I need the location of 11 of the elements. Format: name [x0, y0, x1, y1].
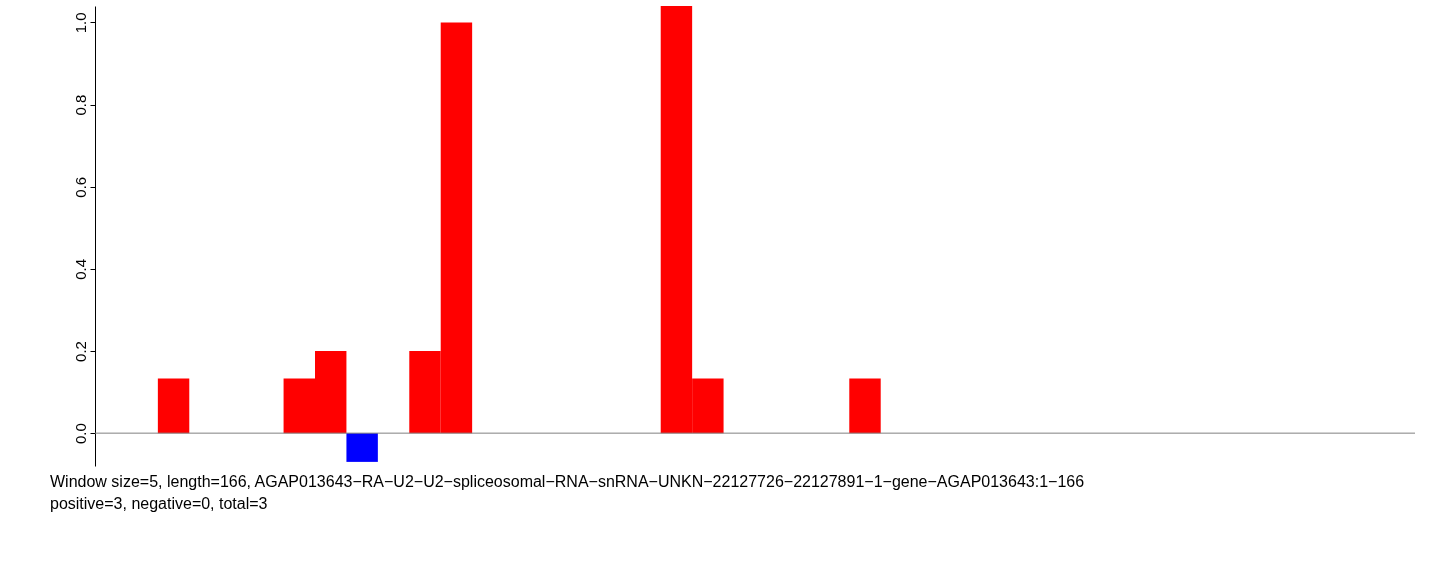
y-tick-label: 0.6 [71, 176, 89, 198]
y-tick-label: 0.0 [71, 423, 89, 445]
y-tick-label: 0.8 [71, 94, 89, 116]
y-tick-label: 0.4 [71, 258, 89, 280]
y-tick-label: 0.2 [71, 341, 89, 362]
bar [157, 378, 190, 434]
y-tick-label: 1.0 [71, 12, 89, 34]
text: positive=3, negative=0, total=3 [50, 495, 268, 512]
text: Window size=5, length=166, AGAP013643−RA−U2−U2−spliceosomal−RNA−snRNA−UNKN−22127726−22127891−1−gene−AGAP013643:1−166 [50, 473, 1085, 490]
bar [346, 433, 378, 462]
bar [849, 378, 881, 434]
